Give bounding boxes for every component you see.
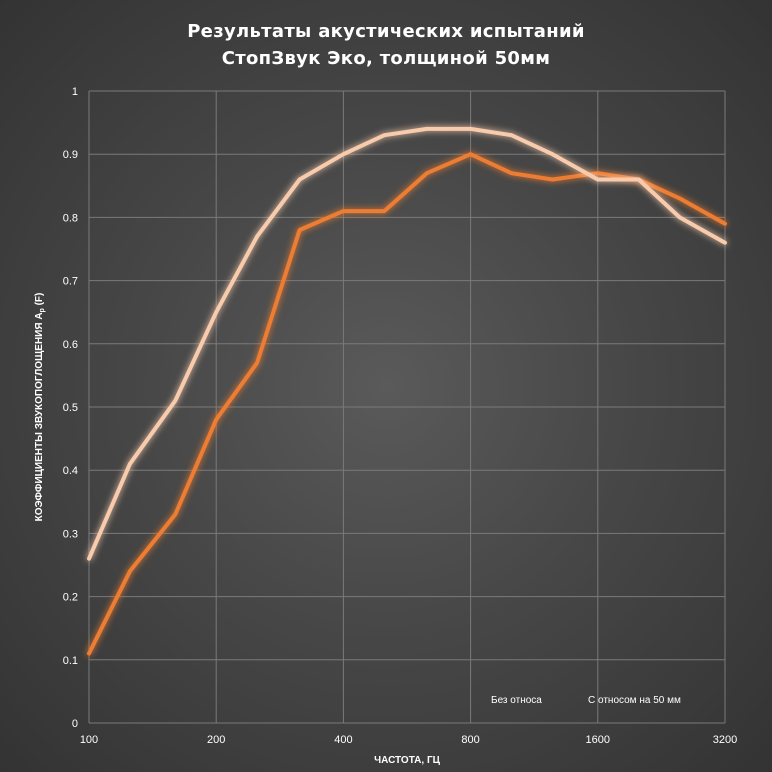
gridlines [88,90,726,724]
series-line-1 [87,152,727,656]
chart-title-line-1: Результаты акустических испытаний [187,21,585,42]
y-tick-label: 0.2 [63,592,78,604]
legend-label-1: Без относа [491,695,542,706]
y-axis-title: КОЭФФИЦИЕНТЫ ЗВУКОПОГЛОЩЕНИЯ Ap (F) [34,293,46,522]
y-axis-title-main: КОЭФФИЦИЕНТЫ ЗВУКОПОГЛОЩЕНИЯ A [34,312,45,521]
x-axis-ticks: 100 200 400 800 1600 3200 [80,734,737,746]
chart-title: Результаты акустических испытаний СтопЗв… [0,18,772,72]
y-axis-title-sub: p [39,308,46,312]
chart-title-line-2: СтопЗвук Эко, толщиной 50мм [221,48,551,69]
y-tick-label: 0.8 [63,212,78,224]
y-axis-ticks: 0 0.1 0.2 0.3 0.4 0.5 0.6 0.7 0.8 0.9 1 [63,86,78,730]
y-tick-label: 0.4 [63,465,78,477]
series-lines [87,126,727,656]
x-axis-title: ЧАСТОТА, ГЦ [374,755,441,766]
x-tick-label: 3200 [713,734,737,746]
legend-label-2: С относом на 50 мм [588,695,681,706]
y-tick-label: 1 [72,86,78,98]
legend: Без относа С относом на 50 мм [461,695,681,706]
y-tick-label: 0.7 [63,276,78,288]
x-tick-label: 800 [461,734,479,746]
y-tick-label: 0.3 [63,528,78,540]
series-line-2 [87,126,727,561]
x-tick-label: 400 [334,734,352,746]
y-tick-label: 0.1 [63,655,78,667]
y-axis-title-suffix: (F) [34,293,45,309]
x-tick-label: 100 [80,734,98,746]
x-tick-label: 200 [207,734,225,746]
y-tick-label: 0.9 [63,149,78,161]
x-tick-label: 1600 [586,734,610,746]
y-tick-label: 0 [72,718,78,730]
y-tick-label: 0.5 [63,402,78,414]
y-tick-label: 0.6 [63,339,78,351]
